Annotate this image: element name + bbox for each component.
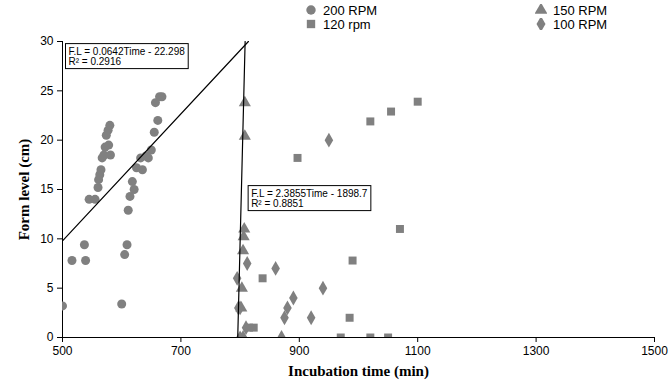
svg-text:30: 30 — [40, 34, 54, 48]
svg-text:F.L = 2.3855Time - 1898.7R² =: F.L = 2.3855Time - 1898.7R² = 0.8851 — [251, 188, 368, 209]
svg-text:5: 5 — [47, 281, 54, 295]
svg-text:15: 15 — [40, 182, 54, 196]
html-text:120 rpm: 120 rpm — [323, 16, 371, 32]
svg-text:500: 500 — [52, 344, 72, 358]
svg-text:900: 900 — [289, 344, 309, 358]
svg-text:Form level (cm): Form level (cm) — [16, 139, 33, 241]
svg-text:700: 700 — [171, 344, 191, 358]
svg-text:10: 10 — [40, 232, 54, 246]
svg-text:25: 25 — [40, 84, 54, 98]
svg-text:F.L = 0.0642Time - 22.298R² =: F.L = 0.0642Time - 22.298R² = 0.2916 — [69, 46, 186, 67]
svg-text:0: 0 — [47, 330, 54, 344]
html-text:100 RPM: 100 RPM — [553, 16, 608, 32]
html-text:150 RPM: 150 RPM — [553, 2, 608, 18]
svg-text:1100: 1100 — [405, 344, 431, 358]
svg-text:Incubation time (min): Incubation time (min) — [288, 363, 429, 380]
html-text:200 RPM: 200 RPM — [323, 2, 378, 18]
svg-text:1300: 1300 — [523, 344, 550, 358]
svg-text:20: 20 — [40, 133, 54, 147]
svg-text:1500: 1500 — [641, 344, 668, 358]
